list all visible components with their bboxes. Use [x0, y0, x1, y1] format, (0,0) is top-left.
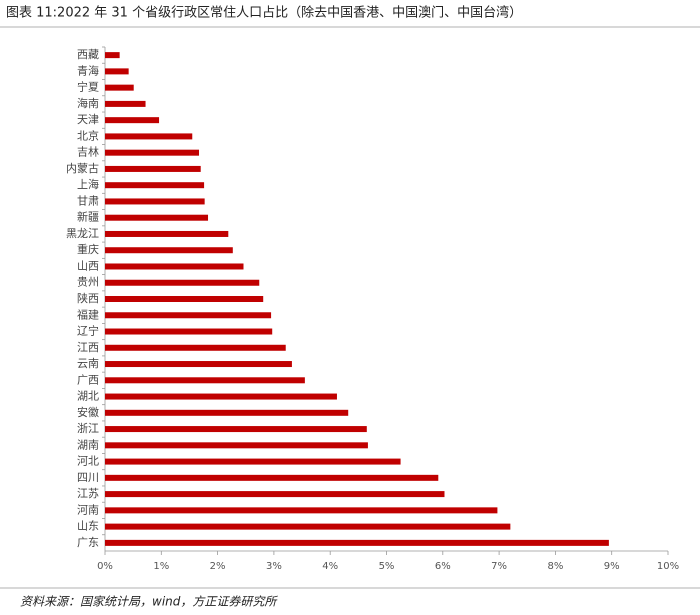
- y-tick-label: 安徽: [77, 405, 99, 419]
- y-tick-label: 四川: [77, 471, 99, 484]
- y-tick-label: 湖北: [77, 390, 99, 403]
- y-tick-label: 陕西: [77, 291, 99, 305]
- bar: [105, 393, 337, 400]
- bar: [105, 312, 272, 319]
- x-tick-label: 6%: [435, 561, 451, 572]
- bar: [105, 344, 286, 351]
- bar: [105, 165, 201, 172]
- x-tick-label: 0%: [97, 561, 113, 572]
- chart-title: 图表 11:2022 年 31 个省级行政区常住人口占比（除去中国香港、中国澳门…: [6, 5, 522, 21]
- x-tick-label: 7%: [491, 561, 507, 572]
- y-tick-label: 黑龙江: [66, 227, 99, 240]
- y-tick-label: 宁夏: [77, 80, 99, 94]
- y-tick-label: 云南: [77, 357, 99, 370]
- y-tick-label: 河南: [77, 503, 99, 516]
- y-tick-label: 北京: [77, 128, 99, 142]
- bar: [105, 214, 209, 221]
- bar: [105, 133, 193, 140]
- bar: [105, 474, 439, 481]
- y-tick-label: 海南: [77, 96, 99, 110]
- bar: [105, 230, 229, 237]
- bar: [105, 409, 349, 416]
- bar: [105, 491, 445, 498]
- bar: [105, 198, 205, 205]
- bar: [105, 247, 233, 254]
- x-tick-label: 9%: [604, 561, 620, 572]
- bar: [105, 84, 134, 91]
- bar: [105, 100, 146, 107]
- bar: [105, 182, 205, 189]
- y-tick-label: 西藏: [77, 48, 99, 61]
- y-tick-label: 浙江: [77, 422, 99, 435]
- bar: [105, 426, 367, 433]
- y-tick-label: 辽宁: [77, 324, 99, 338]
- x-tick-label: 1%: [153, 561, 169, 572]
- y-tick-label: 湖南: [77, 438, 99, 451]
- y-tick-label: 江西: [77, 341, 99, 354]
- bar: [105, 296, 264, 302]
- bar: [105, 68, 129, 75]
- y-tick-label: 内蒙古: [66, 161, 99, 175]
- x-tick-label: 10%: [657, 561, 679, 572]
- bar: [105, 149, 200, 156]
- y-tick-label: 福建: [77, 307, 99, 321]
- y-tick-label: 贵州: [77, 276, 99, 289]
- x-tick-label: 2%: [210, 561, 226, 572]
- y-tick-label: 广西: [77, 373, 99, 386]
- y-tick-label: 天津: [77, 113, 99, 126]
- bar: [105, 52, 120, 59]
- bar: [105, 263, 244, 270]
- bar: [105, 279, 260, 286]
- bar: [105, 523, 511, 530]
- bar: [105, 539, 609, 546]
- x-tick-label: 5%: [379, 561, 395, 572]
- y-tick-label: 广东: [77, 536, 99, 549]
- bar: [105, 442, 368, 449]
- y-tick-label: 山东: [77, 520, 99, 533]
- bar: [105, 458, 401, 465]
- x-tick-label: 3%: [266, 561, 282, 572]
- y-tick-label: 青海: [77, 63, 99, 77]
- y-tick-label: 上海: [77, 177, 99, 191]
- y-tick-label: 甘肃: [77, 194, 99, 207]
- bar: [105, 507, 498, 514]
- bar: [105, 328, 273, 335]
- bar: [105, 361, 292, 368]
- y-tick-label: 山西: [77, 259, 99, 272]
- y-tick-label: 江苏: [77, 487, 99, 500]
- bar: [105, 377, 305, 384]
- y-tick-label: 重庆: [77, 242, 99, 256]
- y-tick-label: 河北: [77, 455, 99, 468]
- source-note: 资料来源：国家统计局，wind，方正证券研究所: [20, 595, 278, 609]
- bar: [105, 117, 160, 124]
- y-tick-label: 新疆: [77, 210, 99, 224]
- x-tick-label: 4%: [322, 561, 338, 572]
- y-tick-label: 吉林: [77, 145, 99, 159]
- x-tick-label: 8%: [547, 561, 563, 572]
